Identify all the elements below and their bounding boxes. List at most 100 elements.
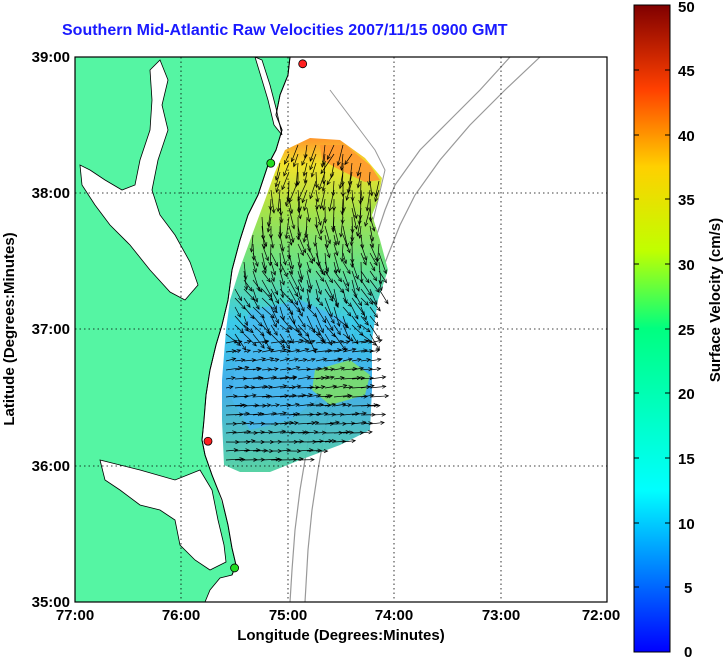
velocity-vector [366,189,371,211]
velocity-vector [297,368,311,371]
velocity-vector-head [299,338,304,343]
velocity-vector-head [273,308,278,314]
velocity-vector [315,306,327,323]
velocity-vector [315,171,318,188]
velocity-vector [288,385,301,389]
velocity-vector-head [275,403,280,408]
velocity-vector-head [287,325,293,331]
velocity-vector-head [345,282,350,288]
velocity-vector-head [376,306,381,312]
velocity-vector [324,315,334,331]
velocity-vector-head [380,420,385,425]
velocity-vector [351,324,364,336]
velocity-vector [297,315,306,328]
velocity-vector [332,216,335,232]
velocity-vector [369,297,381,312]
velocity-vector [360,297,369,306]
velocity-vector [279,431,295,434]
velocity-vector-head [315,197,320,203]
velocity-vector-head [349,430,354,435]
velocity-vector [252,395,270,398]
velocity-vector-head [286,344,291,350]
velocity-vector [369,216,375,232]
velocity-vector-head [300,251,304,257]
velocity-vector-head [258,287,263,293]
velocity-vector [234,377,247,380]
velocity-vector [342,368,357,371]
velocity-vector [288,458,304,461]
velocity-vector [311,162,317,177]
velocity-vector-head [344,324,350,329]
velocity-vector-head [370,384,375,389]
velocity-vector-head [364,321,369,326]
velocity-vector-head [240,403,245,408]
velocity-vector [288,225,294,243]
y-tick-labels: 39:00 38:00 37:00 36:00 35:00 [32,49,70,611]
velocity-vector-head [289,209,294,215]
velocity-vector [261,404,271,407]
velocity-vector-head [355,286,360,292]
velocity-vector [315,207,322,226]
velocity-vector-head [303,206,308,212]
velocity-vector-head [321,271,326,276]
velocity-vector [369,225,374,242]
velocity-vector [324,349,342,353]
velocity-vector [267,216,272,233]
velocity-vector-head [351,438,357,444]
velocity-vector-head [342,383,348,389]
velocity-vector-head [265,329,271,334]
velocity-vector-head [290,430,296,435]
velocity-vector-head [236,312,241,318]
velocity-vector-head [336,161,341,167]
velocity-vector [288,306,295,324]
velocity-vector-head [352,366,358,371]
velocity-vector-head [304,339,310,344]
velocity-vector [339,171,344,189]
colorbar-ticks [634,4,670,653]
radar-site-cape-may [266,158,276,168]
velocity-vector [306,394,321,398]
velocity-vector [306,348,318,353]
velocity-vector [243,306,255,319]
velocity-vector-head [340,181,345,187]
velocity-vector-head [356,375,362,381]
velocity-vector-head [228,385,234,390]
velocity-vector [297,189,301,211]
velocity-vector-head [246,340,252,345]
velocity-vector [270,376,289,380]
velocity-vector-head [341,402,347,407]
velocity-vector [342,377,361,380]
velocity-vector-head [378,286,383,292]
velocity-vector [324,288,334,302]
velocity-vector-head [276,207,281,213]
velocity-vector-head [254,297,259,303]
velocity-vector [270,297,277,310]
velocity-vector [243,394,256,398]
velocity-vector-head [317,290,322,295]
velocity-vector-head [358,214,363,220]
velocity-vector [261,234,267,247]
velocity-vector [279,261,288,277]
velocity-vector-head [289,310,294,315]
velocity-vector [342,431,354,434]
velocity-vector [351,367,364,371]
velocity-vector [324,368,335,371]
velocity-vector [333,324,341,335]
velocity-vector [234,395,249,398]
velocity-vector-head [376,403,381,408]
velocity-vector-head [285,357,291,362]
velocity-vector [306,358,316,362]
velocity-vector [252,288,258,303]
velocity-vector [342,252,347,264]
velocity-vector-head [348,357,353,362]
velocity-vector [252,315,263,327]
velocity-vector-head [366,358,372,363]
x-tick-label: 77:00 [56,607,94,624]
velocity-vector [315,412,328,416]
velocity-vector [288,366,300,371]
velocity-vector [297,394,313,398]
velocity-vector [315,349,332,353]
y-tick-label: 39:00 [32,49,70,66]
velocity-vector [369,376,386,380]
velocity-vector-head [295,327,300,333]
